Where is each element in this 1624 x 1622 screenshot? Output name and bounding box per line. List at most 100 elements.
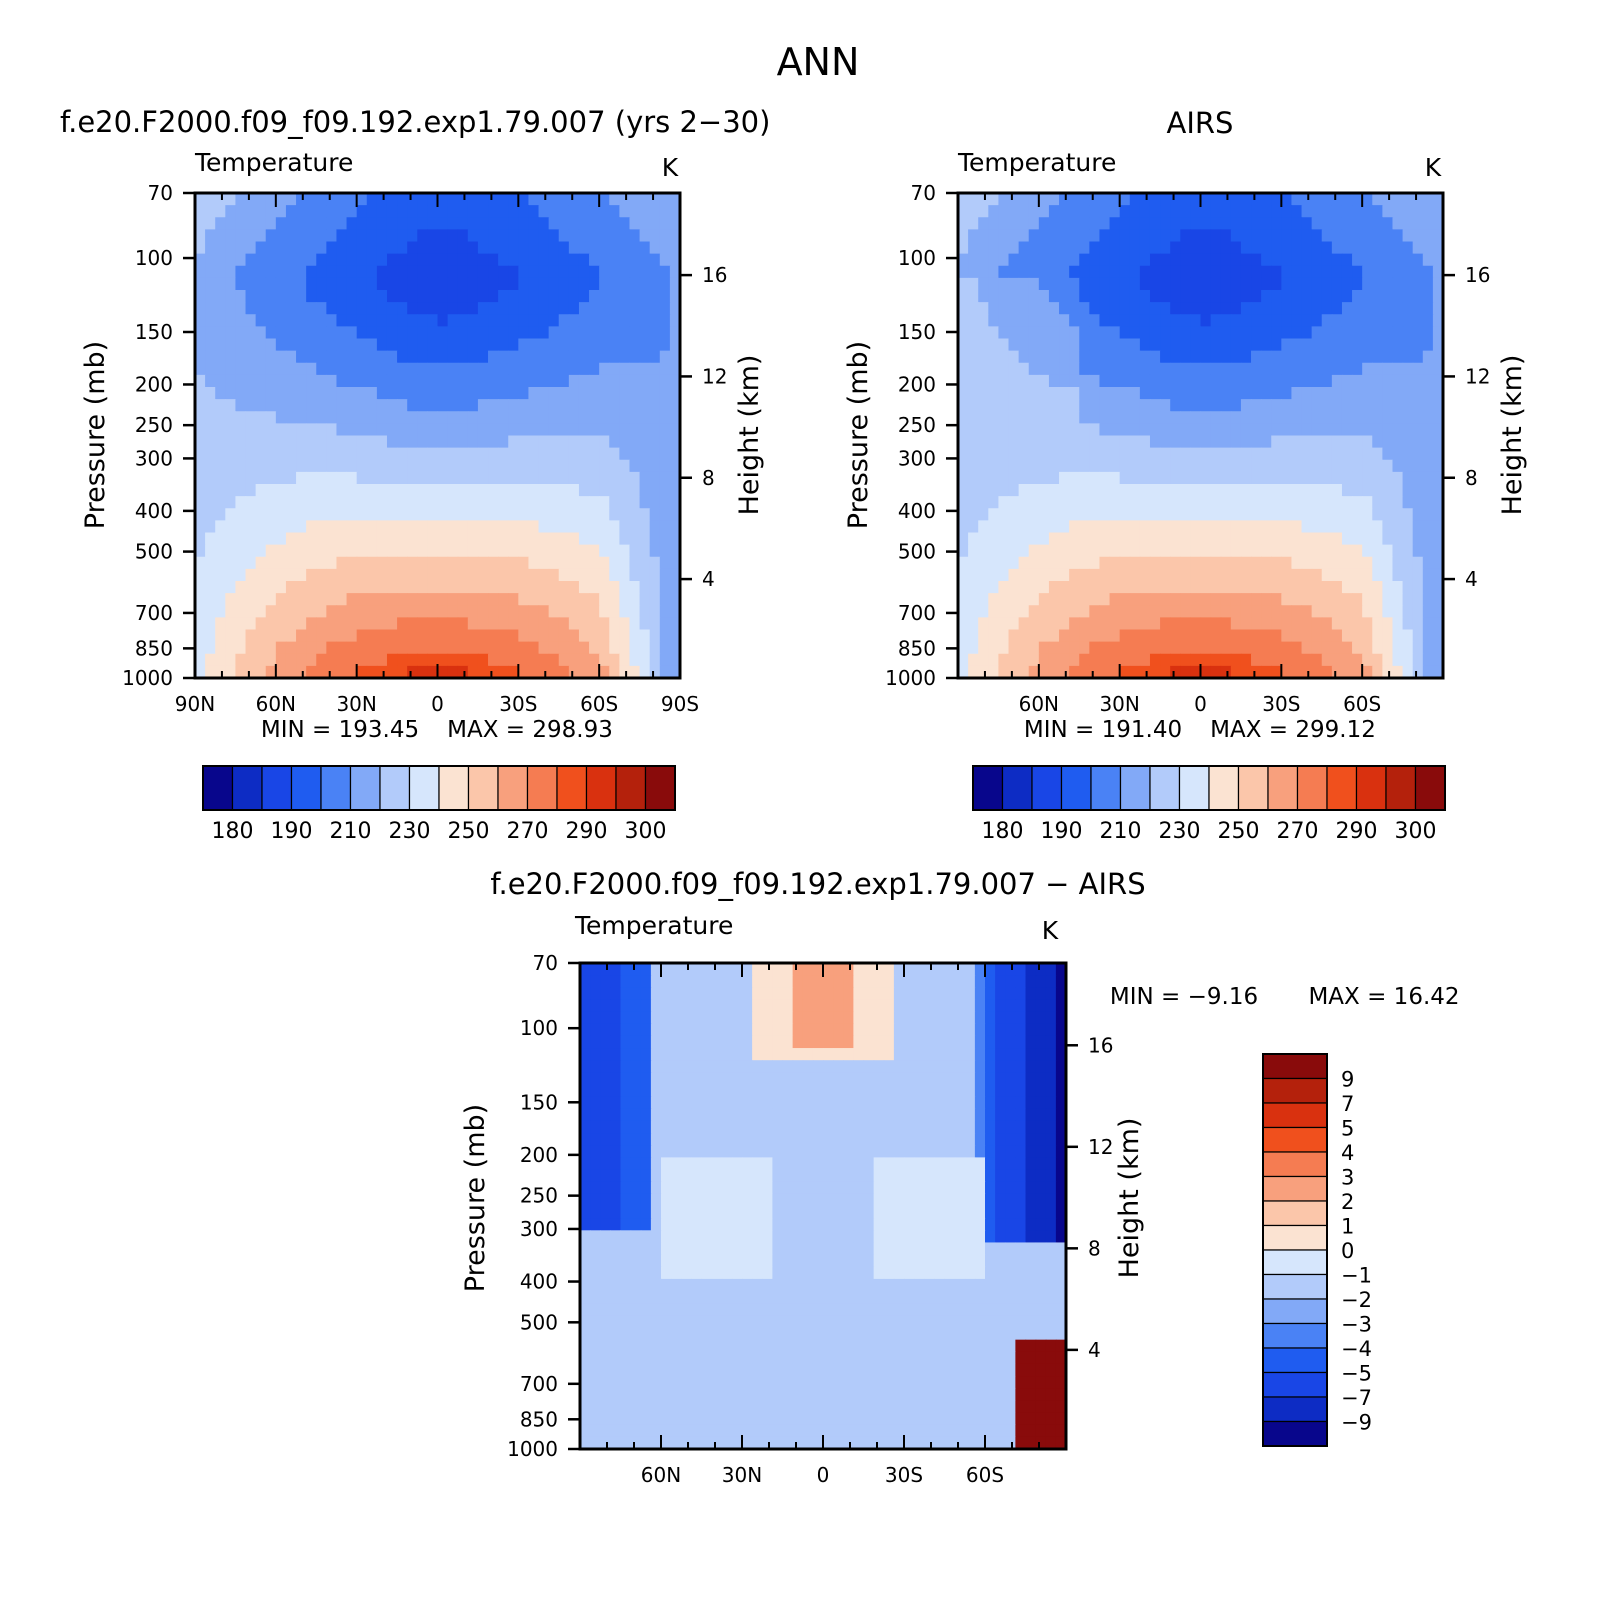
field-cell	[669, 459, 681, 473]
field-cell	[1119, 593, 1131, 606]
field-cell	[437, 496, 449, 509]
field-cell	[356, 447, 368, 461]
field-cell	[669, 229, 681, 243]
field-cell	[1038, 496, 1050, 509]
field-cell	[235, 459, 247, 473]
field-cell	[1412, 496, 1424, 509]
field-cell	[691, 1072, 703, 1086]
field-cell	[376, 484, 388, 497]
colorbar-label: 270	[507, 819, 549, 844]
field-cell	[1422, 520, 1434, 534]
field-cell	[1281, 290, 1293, 303]
field-cell	[1402, 605, 1414, 618]
field-cell	[964, 1023, 976, 1037]
field-cell	[1005, 1072, 1016, 1086]
field-cell	[599, 399, 610, 412]
field-cell	[640, 1035, 652, 1049]
field-cell	[417, 568, 428, 582]
field-cell	[488, 411, 499, 424]
field-cell	[639, 496, 651, 509]
field-cell	[629, 653, 641, 667]
field-cell	[397, 205, 408, 218]
field-cell	[296, 217, 307, 230]
field-cell	[661, 999, 672, 1013]
field-cell	[1018, 253, 1030, 267]
field-cell	[376, 459, 388, 473]
field-cell	[205, 484, 216, 497]
field-cell	[1422, 314, 1434, 327]
field-cell	[205, 544, 216, 558]
field-cell	[1311, 253, 1323, 267]
field-cell	[1261, 399, 1272, 412]
field-cell	[1129, 302, 1141, 315]
field-cell	[1331, 193, 1343, 206]
field-cell	[397, 617, 408, 631]
field-cell	[599, 605, 610, 618]
field-cell	[1099, 338, 1111, 352]
field-cell	[568, 459, 580, 473]
field-cell	[245, 641, 257, 655]
field-cell	[265, 593, 277, 606]
field-cell	[498, 496, 509, 509]
field-cell	[1035, 999, 1047, 1013]
field-cell	[669, 665, 681, 679]
field-cell	[437, 653, 449, 667]
field-cell	[427, 423, 439, 437]
field-cell	[1261, 496, 1272, 509]
field-cell	[1200, 593, 1212, 606]
field-cell	[731, 975, 743, 988]
field-cell	[447, 241, 459, 255]
field-cell	[1311, 423, 1323, 437]
colorbar-frame	[972, 765, 1446, 811]
field-cell	[296, 593, 307, 606]
field-cell	[568, 581, 580, 594]
field-cell	[285, 520, 297, 534]
field-cell	[306, 374, 317, 388]
field-cell	[985, 1035, 996, 1049]
field-cell	[792, 975, 804, 988]
field-cell	[1331, 459, 1343, 473]
field-cell	[934, 1133, 946, 1146]
field-cell	[1139, 350, 1151, 364]
field-cell	[336, 423, 348, 437]
field-cell	[968, 435, 979, 449]
field-cell	[1109, 520, 1121, 534]
field-cell	[914, 1169, 925, 1183]
field-cell	[1028, 568, 1040, 582]
field-cell	[762, 999, 773, 1013]
field-cell	[427, 350, 439, 364]
field-cell	[195, 362, 206, 376]
field-cell	[985, 1023, 996, 1037]
field-cell	[326, 241, 338, 255]
field-cell	[518, 605, 530, 618]
field-cell	[397, 314, 408, 327]
field-cell	[296, 326, 307, 340]
field-cell	[873, 987, 885, 1001]
field-cell	[1281, 568, 1293, 582]
field-cell	[988, 532, 1000, 546]
field-cell	[988, 362, 1000, 376]
field-cell	[1230, 350, 1242, 364]
field-cell	[590, 1181, 601, 1195]
field-cell	[1392, 568, 1404, 582]
field-cell	[883, 1023, 895, 1037]
field-cell	[1200, 568, 1212, 582]
field-cell	[195, 532, 206, 546]
field-cell	[853, 1157, 865, 1171]
field-cell	[316, 447, 327, 461]
field-cell	[1069, 362, 1080, 376]
field-cell	[285, 302, 297, 315]
field-cell	[823, 963, 834, 976]
colorbar-box	[585, 765, 617, 811]
field-cell	[1028, 484, 1040, 497]
field-cell	[619, 374, 631, 388]
field-cell	[558, 265, 570, 279]
field-cell	[296, 241, 307, 255]
field-cell	[1028, 556, 1040, 570]
field-cell	[1210, 641, 1222, 655]
field-cell	[437, 423, 449, 437]
field-cell	[407, 544, 418, 558]
field-cell	[225, 471, 237, 485]
field-cell	[437, 362, 449, 376]
field-cell	[650, 1169, 662, 1183]
